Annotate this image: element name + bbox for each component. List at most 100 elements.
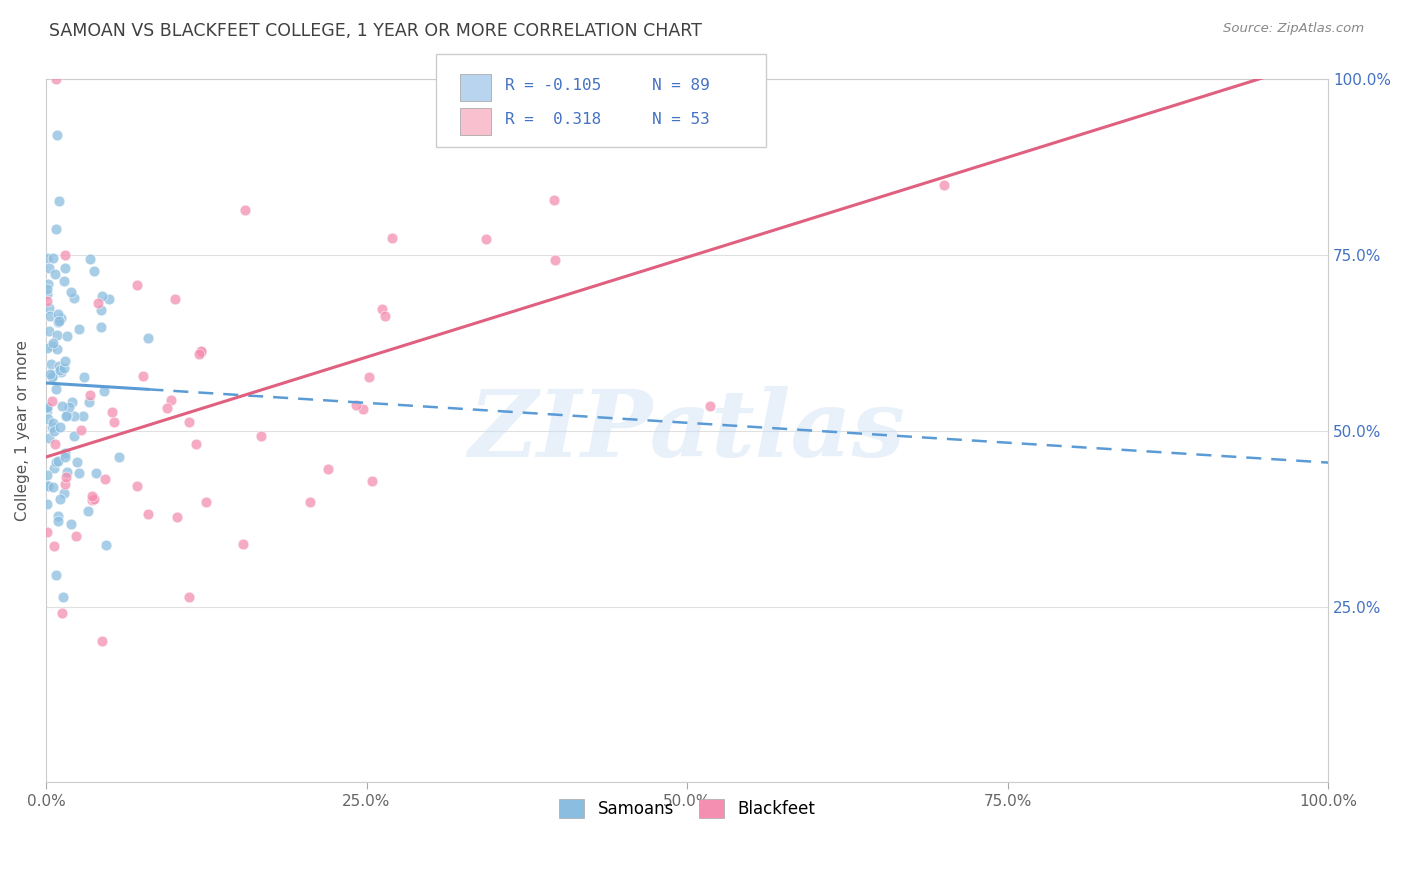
Point [699,399,721,413]
Point [90,289,112,303]
Point [46,508,69,523]
Point [84,466,107,480]
Point [374,309,396,323]
Point [37,479,59,493]
Point [44,437,66,451]
Point [159,393,181,408]
Point [45,382,67,396]
Text: SAMOAN VS BLACKFEET COLLEGE, 1 YEAR OR MORE CORRELATION CHART: SAMOAN VS BLACKFEET COLLEGE, 1 YEAR OR M… [49,22,702,40]
Point [156,401,179,415]
Point [44,267,66,281]
Point [543,194,565,208]
Y-axis label: College, 1 year or more: College, 1 year or more [15,340,30,521]
Point [53,248,76,262]
Point [233,202,256,217]
Point [93,384,115,398]
Point [163,292,186,306]
Point [80,489,103,503]
Point [49,419,72,434]
Point [79,388,101,402]
Point [51,399,73,413]
Legend: Samoans, Blackfeet: Samoans, Blackfeet [553,793,821,825]
Point [42,480,65,494]
Point [51,365,73,379]
Point [98,293,121,307]
Point [56,465,79,479]
Point [55,260,77,275]
Point [38,431,60,445]
Point [475,232,498,246]
Text: N = 53: N = 53 [652,112,710,127]
Point [94,472,117,486]
Point [360,475,382,489]
Point [42,416,65,430]
Point [60,395,83,409]
Point [101,405,124,419]
Point [37,277,59,292]
Point [53,353,76,368]
Point [37,294,59,309]
Point [37,401,59,415]
Point [38,310,60,324]
Point [86,296,108,310]
Point [52,486,75,500]
Point [37,403,59,417]
Point [186,437,208,451]
Text: R =  0.318: R = 0.318 [505,112,600,127]
Point [177,590,200,604]
Point [190,343,212,358]
Point [138,331,160,345]
Point [77,395,100,409]
Point [42,425,65,439]
Point [56,328,79,343]
Point [37,497,59,511]
Point [42,335,65,350]
Point [90,320,112,334]
Point [41,420,63,434]
Point [38,261,60,276]
Text: R = -0.105: R = -0.105 [505,78,600,93]
Point [37,252,59,266]
Point [41,339,63,353]
Point [91,633,114,648]
Point [38,301,60,315]
Point [46,128,69,143]
Point [299,495,322,509]
Point [543,253,565,268]
Point [96,538,118,552]
Point [177,415,200,429]
Point [83,491,105,506]
Point [46,327,69,342]
Point [65,528,87,542]
Point [52,361,75,376]
Point [51,606,73,620]
Point [132,368,155,383]
Point [136,508,159,522]
Point [53,477,76,491]
Point [41,251,63,265]
Point [63,428,86,442]
Point [195,495,218,509]
Text: ZIPatlas: ZIPatlas [468,385,905,475]
Point [45,72,67,87]
Point [44,540,66,554]
Point [41,393,63,408]
Point [53,446,76,460]
Point [352,402,374,417]
Point [55,470,77,484]
Point [56,408,79,422]
Point [60,285,83,300]
Point [46,307,69,321]
Point [55,409,77,423]
Point [48,359,70,374]
Point [41,369,63,384]
Point [45,567,67,582]
Point [46,315,69,329]
Point [103,416,125,430]
Point [70,423,93,437]
Point [69,466,91,480]
Point [45,342,67,356]
Point [73,370,96,384]
Point [49,491,72,506]
Point [344,399,367,413]
